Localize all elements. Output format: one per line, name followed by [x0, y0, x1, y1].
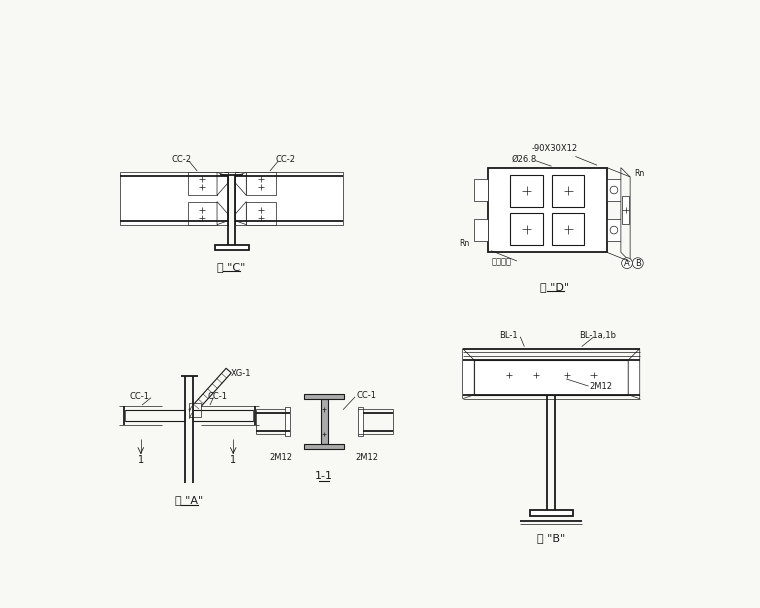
Bar — [607, 179, 621, 201]
Circle shape — [610, 226, 618, 234]
Bar — [607, 219, 621, 241]
Bar — [188, 201, 217, 224]
Text: 1: 1 — [230, 455, 236, 465]
Bar — [530, 510, 573, 516]
Bar — [120, 172, 228, 224]
Text: CC-1: CC-1 — [129, 392, 149, 401]
Polygon shape — [463, 348, 474, 399]
Bar — [193, 410, 253, 421]
Text: CC-1: CC-1 — [207, 392, 228, 401]
Text: 1: 1 — [138, 455, 144, 465]
Text: 2M12: 2M12 — [590, 382, 613, 391]
Polygon shape — [189, 368, 231, 414]
Bar — [285, 407, 290, 437]
Circle shape — [632, 258, 643, 269]
Bar — [552, 213, 584, 246]
Text: CC-2: CC-2 — [276, 156, 296, 165]
Text: Rn: Rn — [634, 168, 644, 178]
Polygon shape — [629, 348, 640, 399]
Text: BL-1: BL-1 — [499, 331, 518, 340]
Circle shape — [622, 258, 632, 269]
Bar — [304, 444, 344, 449]
Text: 2M12: 2M12 — [270, 453, 293, 461]
Text: BL-1a,1b: BL-1a,1b — [579, 331, 616, 340]
Polygon shape — [217, 201, 228, 224]
Text: CC-2: CC-2 — [172, 156, 192, 165]
Bar — [188, 403, 201, 417]
Polygon shape — [236, 172, 246, 195]
Bar — [511, 174, 543, 207]
Text: 1-1: 1-1 — [315, 471, 333, 481]
Text: 详 "C": 详 "C" — [217, 261, 245, 272]
Bar — [474, 360, 629, 395]
Bar — [125, 410, 185, 421]
Polygon shape — [217, 172, 228, 195]
Polygon shape — [621, 168, 630, 261]
Bar — [246, 201, 276, 224]
Text: 详 "B": 详 "B" — [537, 533, 565, 544]
Polygon shape — [236, 201, 246, 224]
Bar — [188, 172, 217, 195]
Bar — [622, 196, 629, 224]
Text: -90X30X12: -90X30X12 — [532, 143, 597, 165]
Text: B: B — [635, 258, 641, 268]
Bar — [321, 399, 328, 444]
Text: Ø26.8: Ø26.8 — [511, 154, 537, 164]
Bar — [246, 172, 276, 195]
Text: 详 "D": 详 "D" — [540, 282, 569, 292]
Bar — [488, 168, 607, 252]
Text: 详 "A": 详 "A" — [175, 495, 204, 505]
Bar — [304, 394, 344, 399]
Bar — [511, 213, 543, 246]
Text: Rn: Rn — [459, 238, 469, 247]
Text: 2M12: 2M12 — [356, 453, 378, 461]
Bar — [215, 244, 249, 250]
Bar — [552, 174, 584, 207]
Text: A: A — [624, 258, 630, 268]
Bar — [473, 219, 488, 241]
Text: CC-1: CC-1 — [356, 391, 376, 400]
Text: XG-1: XG-1 — [231, 369, 252, 378]
Bar — [473, 179, 488, 201]
Circle shape — [610, 186, 618, 194]
Bar — [358, 407, 363, 437]
Text: 页楚镑栖: 页楚镑栖 — [491, 257, 511, 266]
Bar — [236, 172, 344, 224]
